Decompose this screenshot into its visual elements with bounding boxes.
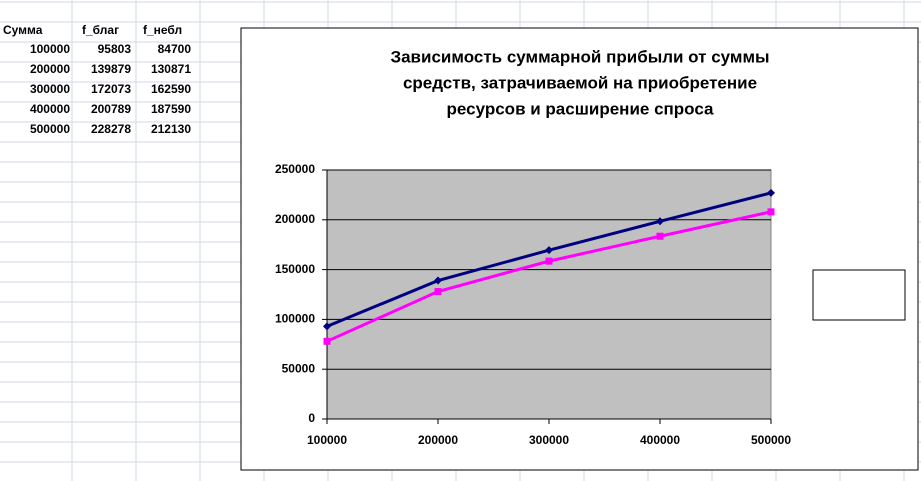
- cell: 212130: [151, 122, 191, 136]
- header-cell: f_благ: [82, 23, 119, 37]
- cell: 172073: [91, 82, 131, 96]
- cell: 228278: [91, 122, 131, 136]
- cell: 139879: [91, 62, 131, 76]
- plot-area: [326, 169, 772, 420]
- y-tick-label: 150000: [275, 262, 315, 276]
- marker: [434, 276, 442, 285]
- marker: [767, 188, 775, 197]
- table: Сумма f_благ f_небл 100000 95803 84700 200000 1…: [3, 23, 191, 136]
- y-tick-label: 100000: [275, 312, 315, 326]
- marker: [434, 288, 442, 296]
- cell: 400000: [30, 102, 70, 116]
- x-tick-label: 400000: [640, 433, 680, 447]
- header-cell: f_небл: [143, 23, 182, 37]
- marker: [656, 217, 664, 226]
- chart-title: Зависимость суммарной прибыли от суммы: [390, 47, 769, 66]
- marker: [545, 246, 553, 255]
- y-tick-label: 50000: [282, 361, 316, 375]
- marker: [545, 257, 553, 265]
- marker: [656, 232, 664, 240]
- cell: 162590: [151, 82, 191, 96]
- chart: Зависимость суммарной прибыли от суммы ср…: [275, 47, 885, 447]
- x-tick-label: 100000: [307, 433, 347, 447]
- cell: 100000: [30, 42, 70, 56]
- legend: [812, 269, 906, 321]
- cell: 95803: [98, 42, 132, 56]
- cell: 84700: [158, 42, 192, 56]
- y-tick-label: 250000: [275, 162, 315, 176]
- marker: [323, 337, 331, 345]
- chart-title: средств, затрачиваемой на приобретение: [403, 73, 757, 92]
- header-cell: Сумма: [3, 23, 43, 37]
- cell: 200789: [91, 102, 131, 116]
- cell: 200000: [30, 62, 70, 76]
- marker: [767, 208, 775, 216]
- cell: 500000: [30, 122, 70, 136]
- marker: [323, 322, 331, 331]
- y-tick-label: 200000: [275, 212, 315, 226]
- x-tick-label: 500000: [751, 433, 791, 447]
- cell: 187590: [151, 102, 191, 116]
- x-tick-label: 300000: [529, 433, 569, 447]
- cell: 130871: [151, 62, 191, 76]
- y-tick-label: 0: [308, 411, 315, 425]
- x-tick-label: 200000: [418, 433, 458, 447]
- chart-title: ресурсов и расширение спроса: [447, 99, 714, 118]
- cell: 300000: [30, 82, 70, 96]
